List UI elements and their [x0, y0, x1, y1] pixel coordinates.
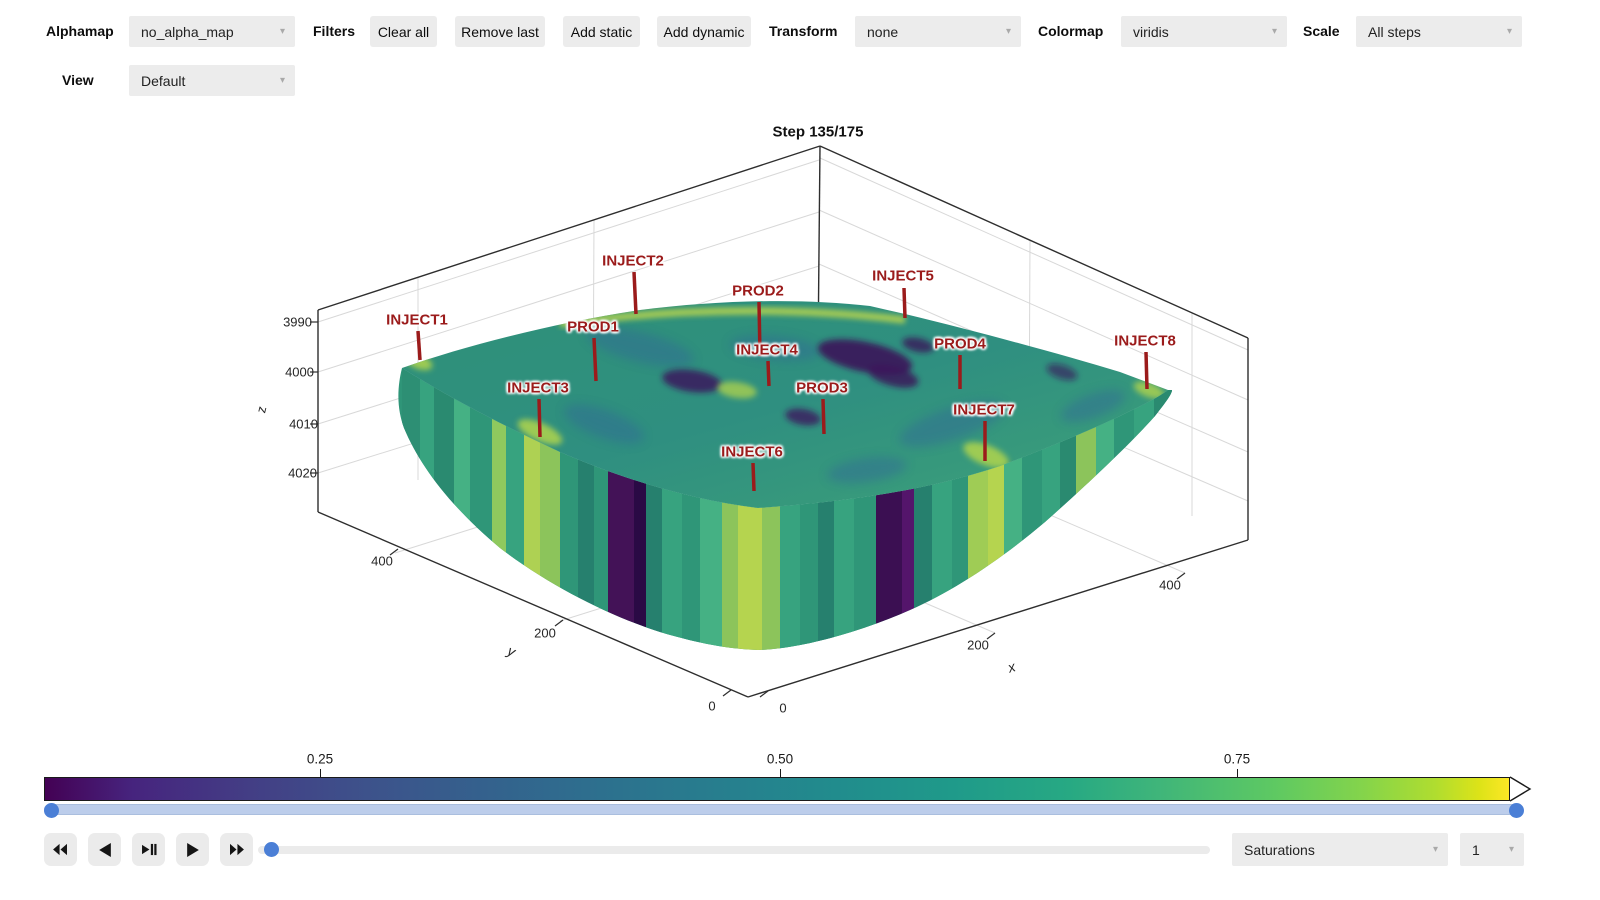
- play-pause-icon: [141, 843, 157, 856]
- caret-down-icon: ▾: [1005, 26, 1011, 37]
- x-tick-0: 0: [779, 700, 787, 716]
- play-icon: [186, 842, 199, 857]
- well-lines: [416, 271, 1149, 492]
- x-tick-400: 400: [1159, 577, 1181, 593]
- view-select[interactable]: Default ▾: [129, 65, 295, 96]
- scale-label: Scale: [1303, 23, 1340, 39]
- well-label-inject3: INJECT3: [507, 379, 569, 397]
- skip-to-start-icon: [53, 843, 67, 856]
- well-label-prod4: PROD4: [934, 335, 986, 353]
- toolbar: Alphamap no_alpha_map ▾ Filters Clear al…: [0, 0, 1600, 110]
- plot-title: Step 135/175: [772, 123, 864, 141]
- colorbar-tick-mark: [320, 769, 321, 777]
- filters-label: Filters: [313, 23, 356, 39]
- axis-tick-marks: [310, 321, 1186, 698]
- colormap-select[interactable]: viridis ▾: [1121, 16, 1287, 47]
- well-line-inject8: [1144, 351, 1149, 390]
- well-line-inject2: [632, 271, 638, 315]
- z-tick-4000: 4000: [285, 364, 314, 380]
- colormap-label: Colormap: [1038, 23, 1104, 39]
- field-select[interactable]: Saturations ▾: [1232, 833, 1448, 866]
- add-static-button[interactable]: Add static: [563, 16, 640, 47]
- caret-down-icon: ▾: [1271, 26, 1277, 37]
- transform-label: Transform: [769, 23, 838, 39]
- skip-to-start-button[interactable]: [44, 833, 77, 866]
- x-tick-200: 200: [967, 637, 989, 653]
- well-label-inject7: INJECT7: [953, 401, 1015, 419]
- step-back-button[interactable]: [88, 833, 121, 866]
- well-label-inject8: INJECT8: [1114, 332, 1176, 350]
- well-line-inject5: [902, 287, 907, 319]
- alphamap-select[interactable]: no_alpha_map ▾: [129, 16, 295, 47]
- timestep-slider-handle[interactable]: [264, 842, 279, 857]
- well-line-inject1: [416, 330, 422, 361]
- well-label-inject2: INJECT2: [602, 252, 664, 270]
- well-line-inject6: [751, 462, 756, 492]
- well-label-inject6: INJECT6: [721, 443, 783, 461]
- remove-last-button[interactable]: Remove last: [455, 16, 545, 47]
- well-line-inject4: [766, 360, 771, 387]
- z-tick-3990: 3990: [283, 314, 312, 330]
- well-label-prod3: PROD3: [796, 379, 848, 397]
- well-label-inject4: INJECT4: [736, 341, 798, 359]
- caret-down-icon: ▾: [279, 75, 285, 86]
- caret-down-icon: ▾: [1508, 844, 1514, 855]
- timestep-slider-track[interactable]: [258, 846, 1210, 854]
- colorbar-tick-mark: [1237, 769, 1238, 777]
- fast-forward-button[interactable]: [220, 833, 253, 866]
- well-line-prod3: [821, 398, 826, 435]
- add-dynamic-button[interactable]: Add dynamic: [657, 16, 751, 47]
- color-range-slider-handle-min[interactable]: [44, 803, 59, 818]
- caret-down-icon: ▾: [1506, 26, 1512, 37]
- colorbar-arrow-icon: [1509, 776, 1532, 802]
- clear-all-button[interactable]: Clear all: [370, 16, 437, 47]
- well-label-inject5: INJECT5: [872, 267, 934, 285]
- well-label-prod1: PROD1: [567, 318, 619, 336]
- stride-select[interactable]: 1 ▾: [1460, 833, 1524, 866]
- colorbar-tick-label-025: 0.25: [306, 751, 334, 767]
- play-pause-button[interactable]: [132, 833, 165, 866]
- color-range-slider-handle-max[interactable]: [1509, 803, 1524, 818]
- axes-box-edges: [317, 145, 1249, 698]
- colorbar-tick-label-075: 0.75: [1223, 751, 1251, 767]
- fast-forward-icon: [230, 843, 244, 856]
- z-tick-4020: 4020: [288, 465, 317, 481]
- well-label-prod2: PROD2: [732, 282, 784, 300]
- caret-down-icon: ▾: [1432, 844, 1438, 855]
- colorbar-tick-label-050: 0.50: [766, 751, 794, 767]
- well-line-inject3: [537, 398, 542, 438]
- well-label-inject1: INJECT1: [386, 311, 448, 329]
- y-tick-400: 400: [371, 553, 393, 569]
- y-tick-0: 0: [708, 698, 716, 714]
- view-label: View: [62, 72, 94, 88]
- transform-select[interactable]: none ▾: [855, 16, 1021, 47]
- z-tick-4010: 4010: [289, 416, 318, 432]
- color-range-slider-track[interactable]: [44, 804, 1522, 815]
- well-line-prod2: [757, 301, 762, 357]
- y-tick-200: 200: [534, 625, 556, 641]
- caret-down-icon: ▾: [279, 26, 285, 37]
- colorbar-tick-mark: [780, 769, 781, 777]
- alphamap-label: Alphamap: [46, 23, 114, 39]
- colorbar-gradient: [44, 777, 1510, 801]
- scale-select[interactable]: All steps ▾: [1356, 16, 1522, 47]
- well-line-prod1: [592, 337, 598, 382]
- play-button[interactable]: [176, 833, 209, 866]
- step-back-icon: [98, 842, 111, 857]
